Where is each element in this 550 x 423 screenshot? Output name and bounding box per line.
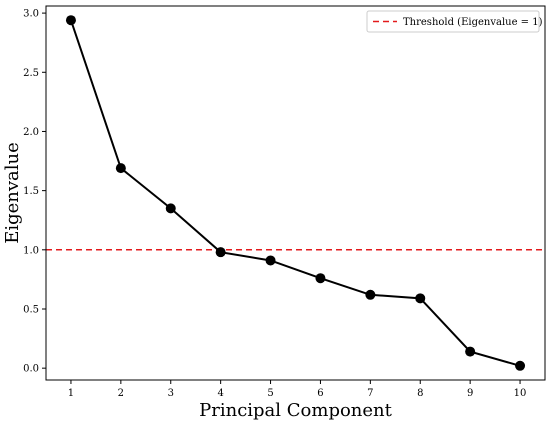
data-point: [515, 360, 526, 371]
data-point: [415, 293, 426, 304]
plot-area: 0.0 0.5 1.0 1.5 2.0 2.5 3.0 1 2 3 4 5 6 7 8 9 10: [23, 5, 546, 399]
x-tick-label: 2: [118, 388, 124, 399]
data-point: [115, 163, 126, 174]
x-tick-label: 1: [68, 388, 74, 399]
y-tick-label: 2.5: [23, 68, 39, 79]
x-tick-label: 9: [467, 388, 473, 399]
y-tick-label: 0.5: [23, 304, 39, 315]
x-tick-label: 4: [217, 388, 223, 399]
data-point: [215, 247, 226, 258]
y-tick-label: 0.0: [23, 364, 39, 375]
x-tick-label: 10: [514, 388, 527, 399]
legend: Threshold (Eigenvalue = 1): [366, 10, 543, 33]
data-point: [465, 346, 476, 357]
x-tick-label: 7: [367, 388, 373, 399]
y-tick-label: 3.0: [23, 9, 39, 20]
series-line: [70, 19, 521, 367]
data-point: [365, 289, 376, 300]
legend-label: Threshold (Eigenvalue = 1): [403, 17, 543, 28]
x-tick-label: 6: [317, 388, 323, 399]
plot-frame: [45, 5, 546, 381]
x-tick-label: 8: [417, 388, 423, 399]
x-axis-label: Principal Component: [199, 400, 393, 421]
data-point: [265, 255, 276, 266]
data-point: [65, 15, 76, 26]
y-axis-label: Eigenvalue: [2, 142, 23, 244]
data-point: [165, 203, 176, 214]
y-tick-label: 1.5: [23, 186, 39, 197]
x-tick-label: 3: [168, 388, 174, 399]
x-tick-label: 5: [267, 388, 273, 399]
y-tick-label: 1.0: [23, 245, 39, 256]
y-tick-label: 2.0: [23, 127, 39, 138]
legend-box: [366, 10, 540, 33]
data-point: [315, 273, 326, 284]
